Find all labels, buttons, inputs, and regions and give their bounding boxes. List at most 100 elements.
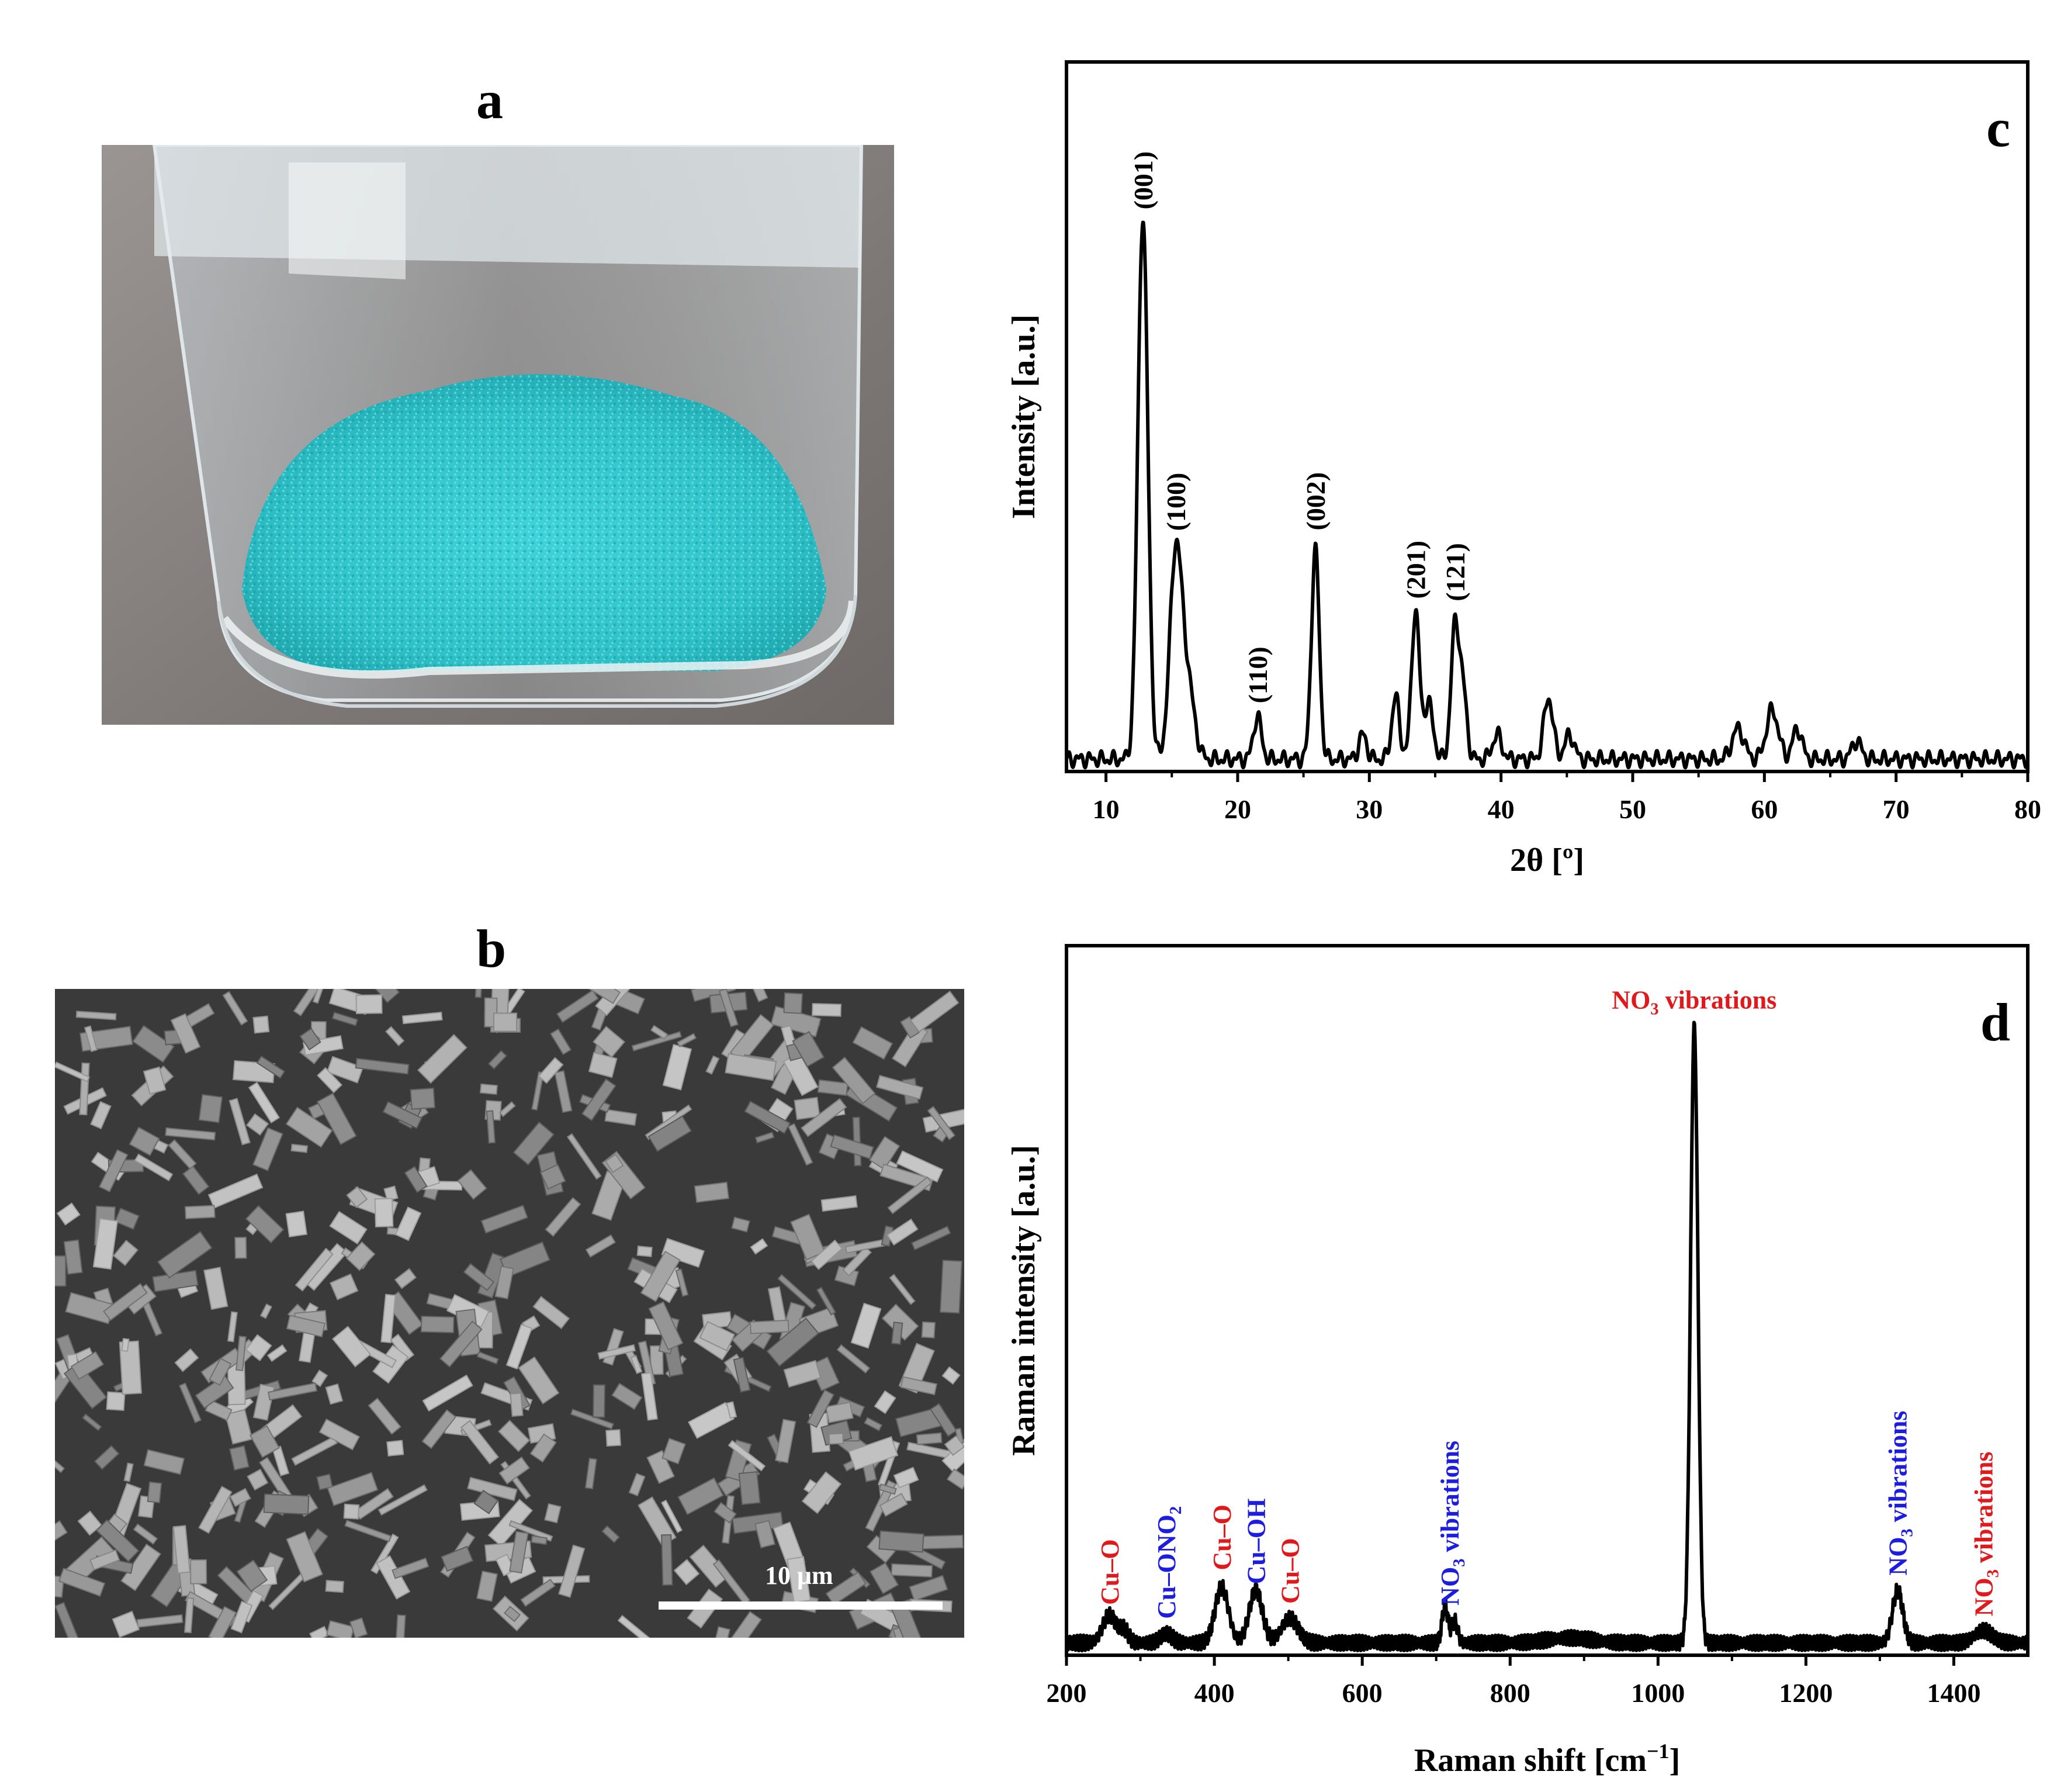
sem-crystal — [520, 1579, 556, 1607]
sem-crystal — [318, 1419, 360, 1451]
sem-crystal — [245, 1113, 269, 1136]
sem-crystal — [439, 1320, 483, 1368]
sem-crystal — [842, 1246, 872, 1276]
sem-crystal — [498, 1420, 531, 1452]
peak-annotation: (201) — [1401, 541, 1431, 599]
sem-crystal — [441, 1545, 474, 1572]
x-tick-label: 200 — [1047, 1678, 1087, 1708]
sem-crystal — [825, 1402, 854, 1424]
sem-crystal — [875, 1075, 924, 1100]
sem-crystal — [245, 1334, 272, 1362]
sem-crystal — [544, 1503, 562, 1524]
sem-crystal — [114, 1207, 140, 1230]
sem-crystal — [55, 1601, 81, 1638]
sem-crystal — [182, 1165, 210, 1195]
sem-crystal — [311, 1369, 328, 1388]
sem-crystal — [611, 1382, 643, 1410]
sem-crystal — [143, 1449, 185, 1475]
sem-crystal — [660, 1499, 683, 1534]
peak-annotation: (110) — [1243, 646, 1273, 703]
sem-crystal — [848, 1436, 899, 1471]
x-tick-label: 30 — [1356, 794, 1383, 824]
sem-crystal — [581, 1078, 617, 1122]
sem-crystal — [662, 1437, 686, 1465]
sem-crystal — [394, 1206, 422, 1241]
sem-crystal — [198, 1094, 223, 1123]
sem-crystal — [267, 1382, 318, 1401]
sem-crystal — [909, 990, 960, 1033]
peak-annotation: Cu–O — [1276, 1538, 1305, 1603]
sem-crystal — [123, 1462, 134, 1482]
sem-crystal — [731, 1216, 750, 1233]
sem-crystal — [705, 1055, 720, 1075]
sem-crystal — [285, 1106, 333, 1148]
sem-crystal — [112, 1610, 140, 1638]
sem-crystal — [529, 1433, 557, 1463]
sem-crystal — [476, 1351, 499, 1365]
sem-crystal — [631, 1031, 682, 1051]
peak-annotation: (121) — [1440, 543, 1470, 601]
sem-crystal — [395, 1614, 406, 1638]
sem-crystal — [332, 1326, 372, 1368]
sem-crystal — [887, 1176, 933, 1215]
sem-crystal — [605, 1429, 622, 1447]
sem-crystal — [787, 1123, 813, 1166]
x-axis-label: Raman shift [cm−1] — [1414, 1739, 1680, 1779]
scale-bar-label: 10 μm — [765, 1561, 833, 1590]
sem-crystal — [421, 1409, 457, 1449]
vial-illustration — [102, 145, 894, 725]
sem-crystal — [891, 1563, 933, 1577]
sem-crystal — [392, 1557, 430, 1579]
x-tick-label: 1400 — [1927, 1678, 1980, 1708]
sem-crystal — [588, 1051, 618, 1078]
sem-crystal — [286, 1531, 323, 1583]
sem-crystal — [532, 1296, 570, 1330]
sem-crystal — [850, 1302, 882, 1349]
sem-crystal — [930, 1403, 958, 1437]
sem-crystal — [77, 1510, 103, 1536]
sem-crystal — [112, 1239, 138, 1267]
sem-crystal — [343, 1503, 360, 1520]
sem-crystal — [545, 1197, 581, 1237]
sem-crystal — [58, 1568, 106, 1597]
sem-crystal — [252, 1015, 270, 1034]
sem-crystal — [820, 1195, 858, 1212]
spectrum-line — [1065, 220, 2030, 770]
sem-crystal — [168, 1139, 197, 1170]
sem-crystal — [147, 1481, 162, 1503]
sem-crystal — [476, 1570, 498, 1602]
sem-crystal — [248, 1081, 280, 1124]
sem-crystal — [183, 1597, 195, 1634]
sem-crystal — [726, 1401, 737, 1419]
sem-crystal — [752, 989, 768, 1002]
sem-crystal — [90, 1101, 112, 1130]
sem-crystal — [531, 1535, 548, 1545]
sem-crystal — [811, 1239, 843, 1271]
sem-crystal — [916, 1432, 943, 1445]
sem-crystal — [675, 1268, 689, 1297]
sem-crystal — [133, 1523, 158, 1545]
sem-crystal — [946, 1468, 964, 1490]
sem-crystal — [325, 1580, 344, 1593]
sem-crystal — [718, 989, 739, 1028]
sem-crystal — [380, 1293, 396, 1344]
sem-crystal — [70, 1351, 104, 1380]
sem-crystal — [754, 1520, 775, 1549]
sem-crystal — [494, 1265, 514, 1300]
spectrum-line — [1065, 1020, 2030, 1653]
sem-crystal — [487, 1050, 507, 1070]
sem-crystal — [836, 1344, 871, 1374]
sem-crystal — [346, 1186, 368, 1209]
sem-crystal — [249, 1425, 280, 1458]
sem-crystal — [96, 1519, 140, 1562]
x-tick-label: 40 — [1488, 794, 1515, 824]
sem-crystal — [325, 1383, 344, 1405]
sem-crystal — [886, 1218, 919, 1246]
sem-crystal — [345, 1241, 376, 1271]
sem-crystal — [694, 1181, 729, 1203]
sem-crystal — [512, 1121, 555, 1166]
sem-crystal — [290, 1143, 309, 1153]
peak-annotation: (002) — [1301, 472, 1331, 531]
sem-crystal — [368, 1397, 401, 1435]
plot-frame — [1065, 60, 2030, 773]
